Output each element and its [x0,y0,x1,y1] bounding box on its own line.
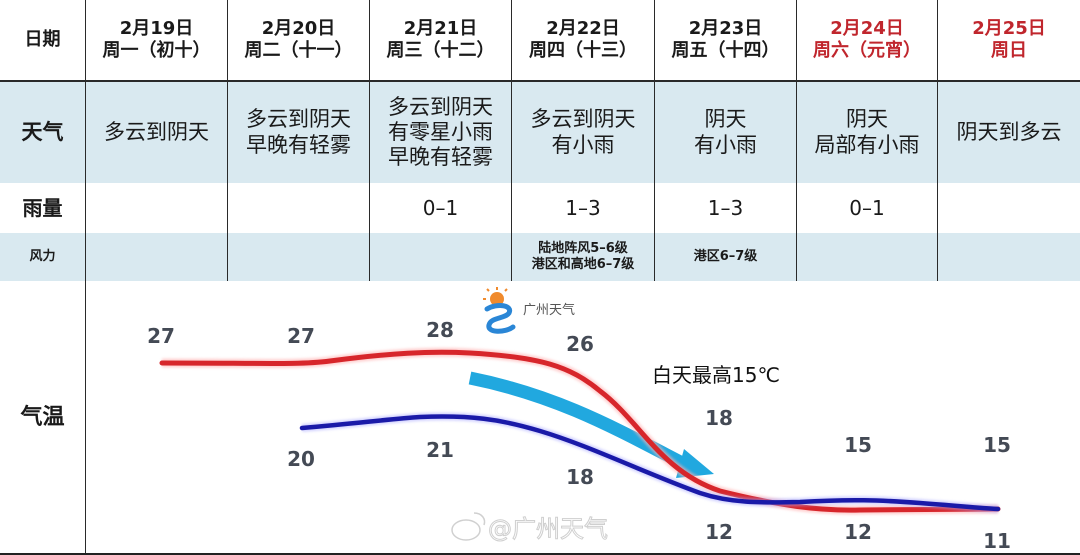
weather-line: 早晚有轻雾 [388,145,493,170]
date-text: 2月25日 [972,18,1046,40]
rain-cell [228,183,370,233]
low-temp-label: 11 [983,529,1011,553]
weather-cell: 多云到阴天 [86,82,228,183]
row-label-wind: 风力 [0,233,86,281]
weather-line: 有零星小雨 [388,119,493,144]
low-temp-line [301,412,999,513]
high-temp-label: 27 [287,324,315,348]
weekday-text: 周五（十四） [671,40,780,61]
weather-cell: 多云到阴天 有零星小雨 早晚有轻雾 [370,82,512,183]
high-temp-label: 28 [426,318,454,342]
wind-cell: 陆地阵风5–6级 港区和高地6–7级 [512,233,655,281]
weekday-text: 周二（十一） [244,40,353,61]
weather-line: 多云到阴天 [104,119,209,144]
wind-cell [228,233,370,281]
logo-text: 广州天气 [523,302,575,318]
weekday-text: 周四（十三） [529,40,637,61]
wind-line: 陆地阵风5–6级 [538,241,628,257]
date-text: 2月22日 [546,18,620,40]
high-temp-label: 27 [147,324,175,348]
wind-line: 港区6–7级 [693,249,758,265]
date-cell: 2月21日 周三（十二） [370,0,512,80]
date-text: 2月20日 [261,18,336,40]
rain-cell [938,183,1080,233]
date-cell-holiday: 2月24日 周六（元宵） [797,0,938,80]
swirl-icon [484,303,516,334]
date-row: 日期 2月19日 周一（初十） 2月20日 周二（十一） 2月21日 周三（十二） 2… [0,0,1080,82]
weekday-text: 周日 [991,40,1027,61]
watermark-text: @广州天气 [488,515,608,543]
rain-cell [86,183,228,233]
rain-row: 雨量 0–1 1–3 1–3 0–1 [0,183,1080,233]
date-text: 2月19日 [119,18,194,40]
temperature-chart: 广州天气 27 27 28 26 18 15 15 20 21 18 12 12… [147,287,1011,553]
weather-cell: 阴天到多云 [938,82,1080,183]
guangzhou-weather-logo: 广州天气 [483,287,575,334]
date-cell-holiday: 2月25日 周日 [938,0,1080,80]
max-temp-annotation: 白天最高15℃ [652,363,780,387]
high-temp-label: 26 [566,332,594,356]
weekday-text: 周一（初十） [102,40,211,61]
date-text: 2月23日 [688,18,763,40]
weather-line: 多云到阴天 [388,94,493,119]
wind-cell: 港区6–7级 [655,233,797,281]
low-temp-label: 12 [705,520,733,544]
row-label-weather: 天气 [0,82,86,183]
weather-cell: 阴天 有小雨 [655,82,797,183]
weather-cell: 阴天 局部有小雨 [797,82,938,183]
low-temp-label: 20 [287,447,315,471]
rain-cell: 1–3 [512,183,655,233]
rain-cell: 0–1 [370,183,512,233]
wind-cell [797,233,938,281]
weibo-watermark: @广州天气 [451,512,609,544]
wind-line: 港区和高地6–7级 [531,257,635,272]
weather-line: 多云到阴天 [246,107,351,132]
weekday-text: 周六（元宵） [813,40,921,61]
low-temp-label: 21 [426,438,454,462]
date-text: 2月24日 [830,18,904,40]
low-temp-label: 12 [844,520,872,544]
wind-cell [938,233,1080,281]
wind-cell [86,233,228,281]
high-temp-line-stroke [159,349,1001,513]
sun-icon [483,287,508,306]
wind-row: 风力 陆地阵风5–6级 港区和高地6–7级 港区6–7级 [0,233,1080,281]
high-temp-label: 18 [705,406,733,430]
date-cell: 2月20日 周二（十一） [228,0,370,80]
high-temp-label: 15 [983,433,1011,457]
weather-line: 有小雨 [551,132,615,157]
weather-line: 阴天 [846,107,888,132]
wind-cell [370,233,512,281]
low-temp-line-stroke [299,414,1001,512]
weather-row: 天气 多云到阴天 多云到阴天 早晚有轻雾 多云到阴天 有零星小雨 早晚有轻雾 多云到阴… [0,82,1080,183]
weibo-icon [451,512,486,541]
date-cell: 2月19日 周一（初十） [86,0,228,80]
rain-cell: 0–1 [797,183,938,233]
date-cell: 2月22日 周四（十三） [512,0,655,80]
date-cell: 2月23日 周五（十四） [655,0,797,80]
weather-cell: 多云到阴天 早晚有轻雾 [228,82,370,183]
weather-cell: 多云到阴天 有小雨 [512,82,655,183]
weekday-text: 周三（十二） [386,40,495,61]
weather-line: 多云到阴天 [530,107,636,132]
row-label-temp: 气温 [0,281,86,555]
rain-cell: 1–3 [655,183,797,233]
weather-line: 阴天 [704,107,747,132]
weather-line: 早晚有轻雾 [246,132,351,157]
low-temp-label: 18 [566,465,594,489]
weather-line: 局部有小雨 [814,132,920,157]
date-text: 2月21日 [403,18,478,40]
weather-line: 有小雨 [694,132,757,157]
row-label-rain: 雨量 [0,183,86,233]
weather-line: 阴天到多云 [956,119,1062,144]
row-label-date: 日期 [0,0,86,80]
high-temp-label: 15 [844,433,872,457]
